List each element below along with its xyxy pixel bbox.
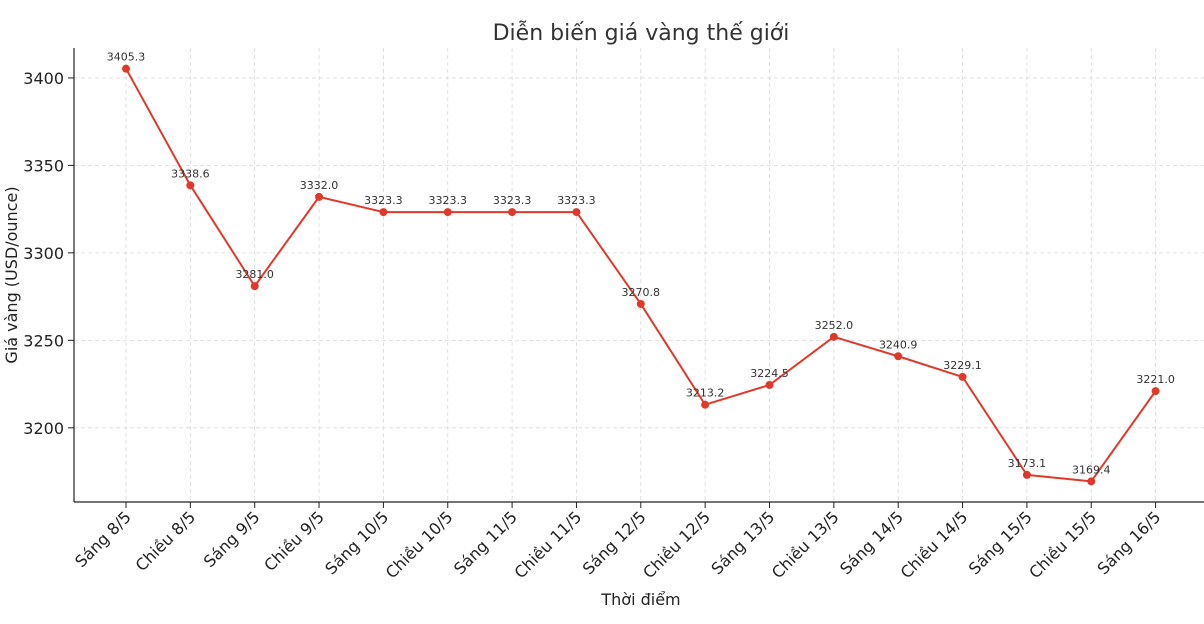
data-point (636, 299, 645, 308)
y-tick-label: 3400 (23, 69, 64, 88)
data-point (894, 352, 903, 361)
x-axis-label: Thời điểm (600, 590, 680, 609)
data-point (315, 192, 324, 201)
data-label: 3221.0 (1136, 373, 1175, 386)
y-tick-labels: 3200 3250 3300 3350 3400 (23, 69, 64, 438)
data-labels: 3405.3 3338.6 3281.0 3332.0 3323.3 3323.3 3323… (107, 51, 1175, 477)
data-point (186, 181, 195, 190)
data-label: 3173.1 (1008, 457, 1047, 470)
data-point (508, 208, 517, 217)
data-label: 3270.8 (622, 286, 661, 299)
data-label: 3213.2 (686, 387, 725, 400)
data-label: 3338.6 (171, 167, 210, 180)
chart-title: Diễn biến giá vàng thế giới (493, 20, 790, 46)
data-point (379, 208, 388, 217)
data-point (122, 64, 130, 73)
grid (74, 48, 1204, 502)
data-point (701, 400, 710, 409)
data-label: 3229.1 (943, 359, 982, 372)
data-label: 3281.0 (235, 268, 274, 281)
data-point (765, 380, 774, 389)
series-layer (122, 64, 1160, 486)
data-label: 3252.0 (815, 319, 854, 332)
data-label: 3332.0 (300, 179, 339, 192)
data-point (958, 372, 967, 381)
data-label: 3240.9 (879, 338, 918, 351)
data-label: 3169.4 (1072, 463, 1111, 476)
data-label: 3323.3 (364, 194, 403, 207)
data-point (572, 208, 581, 217)
y-tick-label: 3300 (23, 244, 64, 263)
data-point (829, 332, 838, 341)
data-point (443, 208, 452, 217)
data-label: 3224.5 (750, 367, 789, 380)
data-point (1022, 470, 1031, 479)
data-point (1151, 387, 1160, 396)
y-tick-label: 3250 (23, 331, 64, 350)
data-point (1087, 477, 1096, 486)
data-label: 3323.3 (493, 194, 532, 207)
data-label: 3323.3 (429, 194, 468, 207)
y-axis-label: Giá vàng (USD/ounce) (2, 186, 21, 363)
data-point (250, 282, 259, 291)
axes (68, 48, 1204, 508)
y-tick-label: 3350 (23, 156, 64, 175)
data-label: 3405.3 (107, 51, 146, 64)
y-tick-label: 3200 (23, 419, 64, 438)
data-label: 3323.3 (557, 194, 596, 207)
